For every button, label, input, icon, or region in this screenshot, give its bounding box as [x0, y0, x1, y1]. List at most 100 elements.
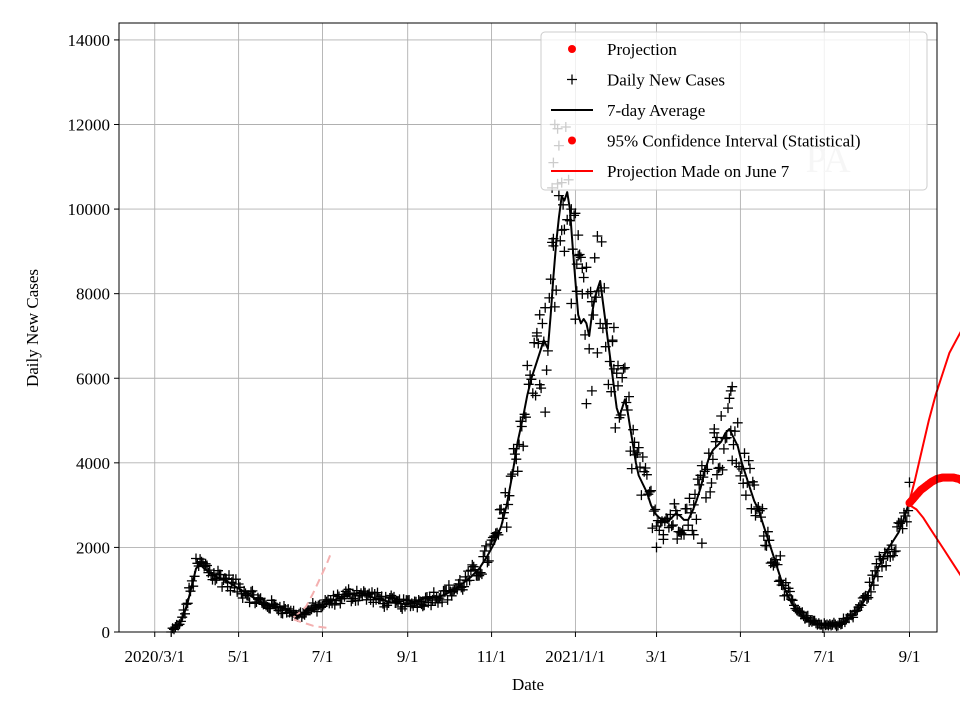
- daily-case-marker: [329, 599, 340, 610]
- x-tick-label: 9/1: [397, 647, 419, 666]
- daily-case-marker: [669, 498, 680, 509]
- daily-case-marker: [617, 372, 628, 383]
- daily-case-marker: [619, 362, 630, 373]
- daily-case-marker: [577, 263, 588, 274]
- daily-case-marker: [654, 525, 665, 536]
- daily-case-marker: [607, 335, 618, 346]
- daily-case-marker: [658, 529, 669, 540]
- daily-case-marker: [696, 538, 707, 549]
- daily-case-marker: [540, 302, 551, 313]
- y-tick-label: 10000: [68, 200, 111, 219]
- legend-label: 7-day Average: [607, 101, 705, 120]
- legend-plus-marker: [567, 74, 577, 85]
- daily-case-marker: [727, 381, 738, 392]
- y-tick-label: 8000: [76, 285, 110, 304]
- daily-case-marker: [610, 422, 621, 433]
- daily-case-marker: [592, 231, 603, 241]
- daily-case-marker: [713, 463, 724, 474]
- daily-case-marker: [723, 403, 733, 414]
- daily-case-marker: [454, 575, 465, 585]
- daily-case-marker: [712, 432, 722, 443]
- daily-case-marker: [749, 480, 760, 490]
- daily-case-marker: [479, 546, 490, 556]
- daily-case-marker: [629, 437, 640, 448]
- daily-case-marker: [530, 390, 541, 401]
- daily-case-marker: [775, 550, 786, 561]
- daily-case-marker: [687, 525, 698, 536]
- daily-case-marker: [537, 318, 548, 329]
- legend: Projection Daily New Cases 7-day Average 95…: [540, 31, 928, 191]
- legend-label: Daily New Cases: [607, 71, 725, 90]
- daily-case-marker: [531, 331, 542, 341]
- daily-case-marker: [483, 555, 494, 566]
- daily-case-marker: [904, 477, 915, 488]
- daily-case-marker: [428, 587, 439, 598]
- x-tick-label: 11/1: [477, 647, 507, 666]
- y-tick-label: 12000: [68, 116, 111, 135]
- daily-case-marker: [641, 469, 652, 480]
- y-tick-label: 4000: [76, 454, 110, 473]
- legend-label: Projection: [607, 40, 677, 59]
- daily-case-marker: [442, 594, 453, 605]
- daily-case-marker: [672, 534, 683, 544]
- daily-case-marker: [393, 596, 404, 607]
- daily-case-marker: [691, 514, 702, 525]
- daily-case-marker: [681, 503, 692, 514]
- daily-case-marker: [584, 343, 595, 354]
- daily-case-marker: [633, 442, 644, 453]
- y-tick-label: 6000: [76, 369, 110, 388]
- daily-case-marker: [647, 523, 658, 534]
- daily-case-marker: [646, 485, 656, 496]
- daily-case-marker: [611, 368, 622, 379]
- daily-case-marker: [353, 595, 364, 606]
- daily-case-marker: [581, 262, 592, 273]
- daily-case-marker: [668, 520, 678, 530]
- legend-dot-marker: [568, 136, 576, 145]
- daily-case-marker: [559, 246, 570, 257]
- legend-dot-marker: [568, 45, 576, 53]
- daily-case-marker: [247, 585, 258, 596]
- daily-case-marker: [705, 486, 716, 497]
- daily-case-marker: [529, 337, 540, 348]
- early-projection-upper: [292, 553, 332, 618]
- daily-case-marker: [312, 606, 322, 617]
- early-projection-lower: [293, 618, 331, 630]
- daily-case-marker: [710, 436, 721, 447]
- daily-case-marker: [541, 365, 552, 376]
- daily-case-marker: [592, 347, 603, 358]
- daily-case-marker: [679, 529, 689, 540]
- daily-case-marker: [881, 560, 892, 571]
- daily-case-marker: [725, 385, 736, 396]
- x-tick-label: 7/1: [312, 647, 334, 666]
- daily-case-marker: [618, 363, 629, 374]
- daily-case-marker: [613, 360, 623, 371]
- x-tick-label: 3/1: [646, 647, 668, 666]
- y-tick-label: 2000: [76, 538, 110, 557]
- daily-case-marker: [476, 569, 487, 580]
- daily-case-marker: [534, 309, 545, 320]
- daily-case-marker: [433, 597, 443, 608]
- daily-case-marker: [640, 463, 651, 473]
- daily-case-marker: [712, 469, 722, 480]
- daily-case-marker: [666, 521, 677, 532]
- y-tick-label: 0: [102, 623, 111, 642]
- daily-case-marker: [688, 529, 699, 540]
- daily-case-marker: [701, 492, 711, 503]
- daily-case-marker: [585, 286, 596, 297]
- x-tick-label: 5/1: [730, 647, 752, 666]
- daily-case-marker: [578, 272, 589, 283]
- x-tick-label: 7/1: [813, 647, 835, 666]
- daily-case-marker: [426, 600, 437, 611]
- daily-case-marker: [732, 417, 743, 428]
- daily-case-marker: [716, 411, 727, 421]
- x-tick-label: 2021/1/1: [545, 647, 605, 666]
- daily-case-marker: [573, 230, 584, 241]
- y-tick-label: 14000: [68, 31, 111, 50]
- x-tick-label: 9/1: [899, 647, 921, 666]
- daily-case-marker: [735, 470, 746, 481]
- daily-case-marker: [566, 298, 577, 309]
- daily-case-marker: [566, 204, 577, 215]
- daily-case-marker: [745, 463, 755, 474]
- axes-frame: [118, 22, 938, 633]
